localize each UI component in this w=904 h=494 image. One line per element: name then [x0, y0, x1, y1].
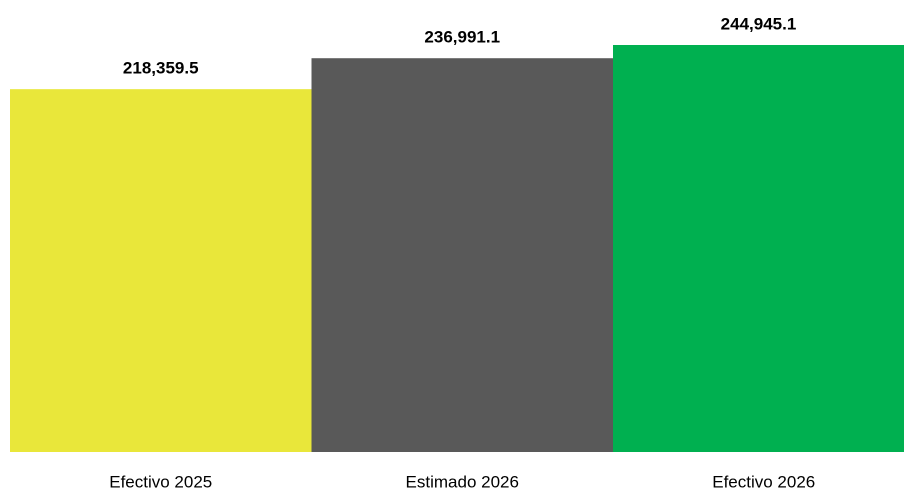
x-tick-label: Efectivo 2026 — [712, 472, 815, 491]
x-tick-label: Estimado 2026 — [406, 472, 519, 491]
bar — [10, 89, 312, 452]
data-label: 236,991.1 — [424, 28, 500, 47]
data-label: 244,945.1 — [721, 14, 797, 33]
data-label: 218,359.5 — [123, 59, 199, 78]
x-tick-label: Efectivo 2025 — [109, 472, 212, 491]
bar — [613, 45, 904, 452]
bar — [311, 58, 613, 453]
